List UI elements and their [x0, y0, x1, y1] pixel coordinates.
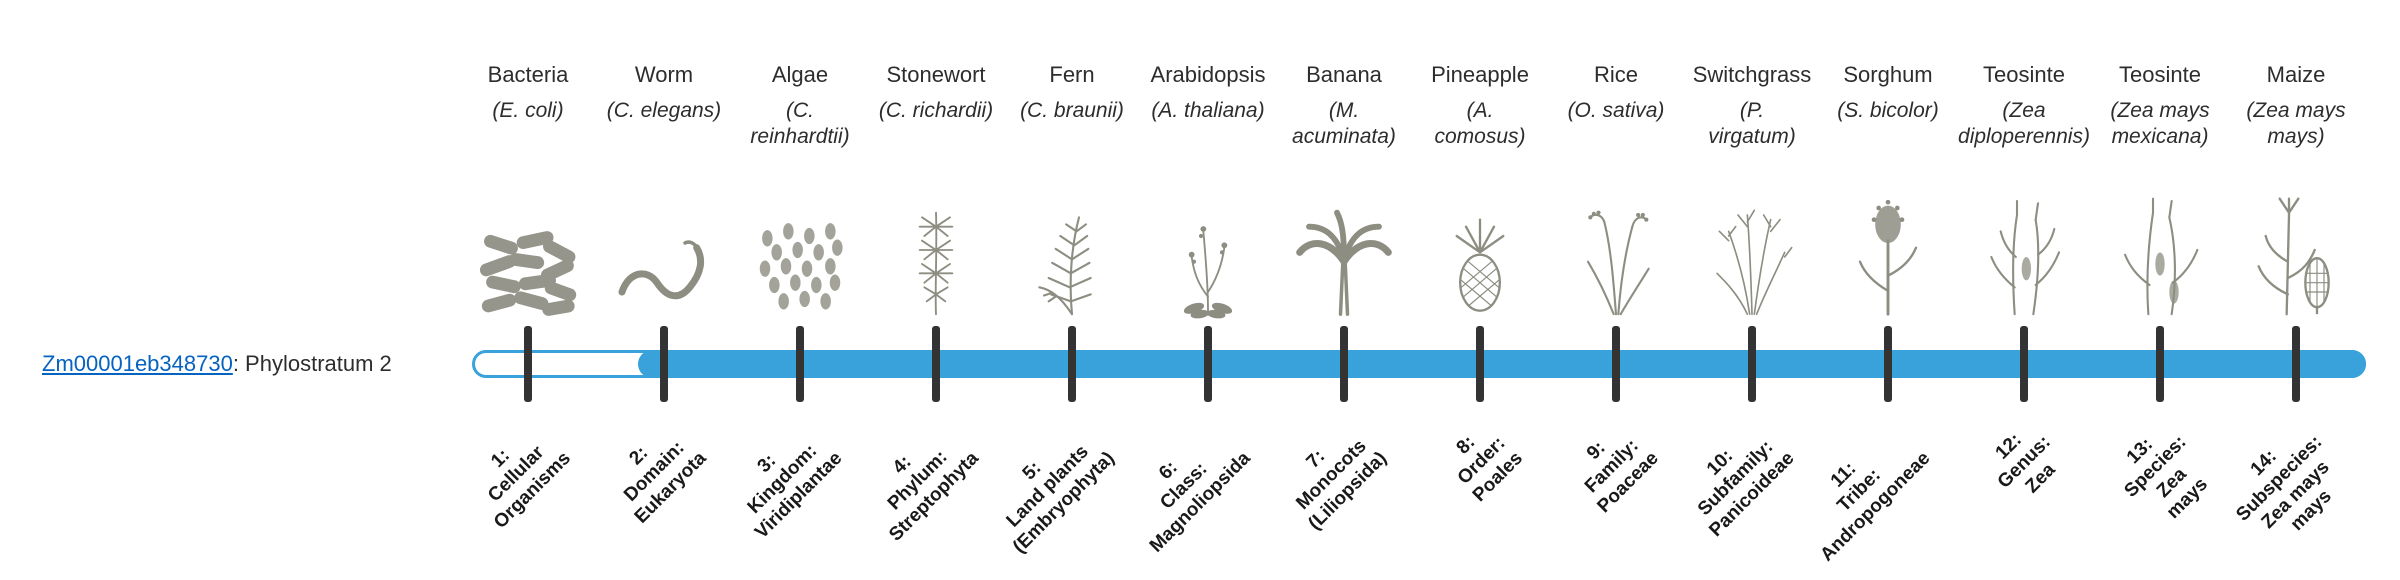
phylostratum-tick: [2020, 326, 2028, 402]
phylostratum-label-text: 6: Class: Magnoliopsida: [1145, 447, 1255, 557]
organism-name: Teosinte: [1983, 62, 2065, 87]
teosinte-diploperennis-icon: [1962, 178, 2086, 320]
phylostratum-label-text: 12: Genus: Zea: [1991, 429, 2059, 498]
phylostratum-label-text: 4: Phylum: Streptophyta: [883, 446, 983, 546]
phylostratum-label-text: 1: Cellular Organisms: [484, 442, 575, 533]
organism-name: Sorghum: [1843, 62, 1933, 87]
phylostratum-tick: [660, 326, 668, 402]
phylostratum-label-text: 2: Domain: Eukaryota: [620, 437, 711, 528]
phylostratum-tick: [1204, 326, 1212, 402]
phylostratum-tick: [1068, 326, 1076, 402]
organism-scientific-name: (A. comosus): [1434, 99, 1526, 149]
organism-name: Teosinte: [2119, 62, 2201, 87]
organism-scientific-name: (Zea diploperennis): [1958, 99, 2090, 149]
phylostratum-label-text: 7: Monocots (Liliopsida): [1292, 435, 1391, 535]
organism-scientific-name: (Zea mays mays): [2246, 99, 2346, 149]
switchgrass-icon: [1690, 178, 1814, 320]
maize-icon: [2234, 178, 2358, 320]
organism-scientific-name: (M. acuminata): [1292, 99, 1396, 149]
organism-scientific-name: (S. bicolor): [1837, 99, 1939, 122]
stonewort-icon: [874, 178, 998, 320]
organism-name: Banana: [1306, 62, 1382, 87]
organism-name: Bacteria: [487, 62, 569, 87]
phylostratum-label-text: 3: Kingdom: Viridiplantae: [744, 440, 847, 543]
organism-name: Pineapple: [1431, 62, 1529, 87]
organism-scientific-name: (C. braunii): [1020, 99, 1124, 122]
phylostratum-label-text: 11: Tribe: Andropogoneae: [1816, 447, 1935, 566]
banana-icon: [1282, 178, 1406, 320]
organism-scientific-name: (Zea mays mexicana): [2110, 99, 2210, 149]
organism-scientific-name: (P. virgatum): [1708, 99, 1796, 149]
organism-name: Stonewort: [886, 62, 986, 87]
phylostratum-tick: [1884, 326, 1892, 402]
phylostratum-tick: [2292, 326, 2300, 402]
gene-label: Zm00001eb348730: Phylostratum 2: [42, 349, 392, 379]
organism-scientific-name: (C. elegans): [606, 99, 722, 122]
arabidopsis-icon: [1146, 178, 1270, 320]
phylostratum-tick: [1748, 326, 1756, 402]
algae-icon: [738, 178, 862, 320]
organism-name: Maize: [2266, 62, 2326, 87]
gene-id-link[interactable]: Zm00001eb348730: [42, 351, 233, 376]
phylostratum-tick: [932, 326, 940, 402]
sorghum-icon: [1826, 178, 1950, 320]
phylostratum-tick: [1476, 326, 1484, 402]
phylostratum-label-text: 5: Land plants (Embryophyta): [1002, 441, 1119, 558]
gene-phylostratum-text: : Phylostratum 2: [232, 351, 392, 376]
organism-scientific-name: (A. thaliana): [1151, 99, 1265, 122]
phylostratum-label-text: 10: Subfamily: Panicoideae: [1694, 436, 1799, 541]
pineapple-icon: [1418, 178, 1542, 320]
fern-icon: [1010, 178, 1134, 320]
organism-name: Worm: [634, 62, 694, 87]
organism-scientific-name: (O. sativa): [1567, 99, 1665, 122]
organism-name: Arabidopsis: [1150, 62, 1266, 87]
phylostratum-label-text: 13: Species: Zea mays: [2120, 431, 2212, 524]
organism-scientific-name: (C. reinhardtii): [750, 99, 850, 149]
organism-name: Algae: [771, 62, 829, 87]
phylostratum-tick: [524, 326, 532, 402]
phylostratum-tick: [1340, 326, 1348, 402]
phylostratum-label-text: 8: Order: Poales: [1452, 431, 1527, 506]
worm-icon: [602, 178, 726, 320]
organism-name: Rice: [1593, 62, 1638, 87]
phylostratum-tick: [796, 326, 804, 402]
bacteria-icon: [466, 178, 590, 320]
organism-name: Fern: [1049, 62, 1095, 87]
rice-icon: [1554, 178, 1678, 320]
timeline-bar-fill: [638, 350, 2366, 378]
phylostratum-label-text: 14: Subspecies: Zea mays mays: [2232, 431, 2336, 536]
phylostratum-tick: [2156, 326, 2164, 402]
teosinte-mexicana-icon: [2098, 178, 2222, 320]
organism-name: Switchgrass: [1692, 62, 1812, 87]
phylostratum-tick: [1612, 326, 1620, 402]
phylostratum-label-text: 9: Family: Poaceae: [1581, 435, 1663, 518]
organism-scientific-name: (E. coli): [492, 99, 564, 122]
organism-scientific-name: (C. richardii): [878, 99, 994, 122]
